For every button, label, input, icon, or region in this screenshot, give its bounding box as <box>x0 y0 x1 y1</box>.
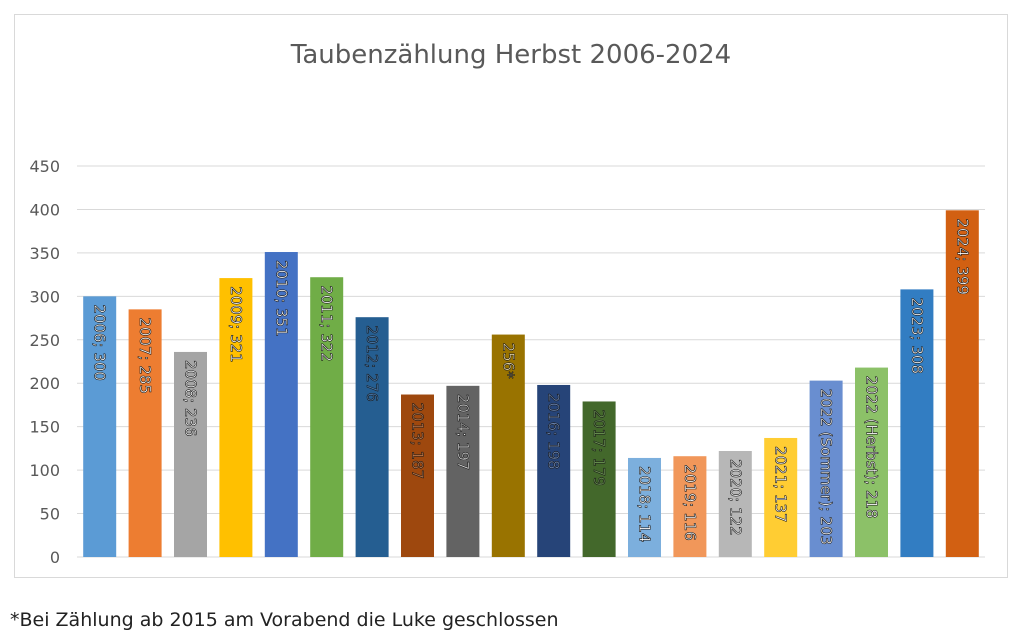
bar <box>582 401 616 557</box>
bar-data-label: 256* <box>499 343 517 380</box>
y-tick-label: 300 <box>29 287 60 306</box>
chart-title: Taubenzählung Herbst 2006-2024 <box>290 40 731 70</box>
bar-data-label: 2020; 122 <box>726 459 744 536</box>
bar <box>174 351 207 557</box>
bar-data-label: 2022 (Herbst); 218 <box>863 376 881 519</box>
bar <box>945 210 979 557</box>
y-tick-label: 0 <box>50 548 60 567</box>
bar <box>855 367 888 557</box>
bar <box>900 289 934 557</box>
bar-data-label: 2012; 276 <box>363 325 381 402</box>
y-tick-label: 200 <box>29 374 60 393</box>
footnote: *Bei Zählung ab 2015 am Vorabend die Luk… <box>10 609 559 631</box>
y-tick-label: 350 <box>29 244 60 263</box>
bar-data-label: 2022 (Sommer); 203 <box>817 389 835 545</box>
y-tick-label: 400 <box>29 200 60 219</box>
bar-data-label: 2023; 308 <box>908 297 926 374</box>
bar-data-label: 2008; 236 <box>182 360 200 437</box>
bar <box>310 277 344 557</box>
y-tick-label: 150 <box>29 418 60 437</box>
bar <box>264 252 298 557</box>
bar <box>809 380 843 557</box>
bar-chart: Taubenzählung Herbst 2006-2024 0 50 100 150… <box>29 40 985 567</box>
bar <box>401 394 434 557</box>
bar <box>83 296 117 557</box>
y-tick-label: 450 <box>29 157 60 176</box>
bar-data-label: 2011; 322 <box>318 285 336 362</box>
bar <box>355 317 389 557</box>
bar <box>491 334 525 557</box>
bars <box>83 210 979 557</box>
y-tick-label: 50 <box>40 505 60 524</box>
bar <box>128 309 162 557</box>
bar-data-label: 2016; 198 <box>545 393 563 470</box>
bar <box>219 278 253 557</box>
bar-data-label: 2007; 285 <box>136 317 154 394</box>
bar <box>537 384 571 557</box>
bar <box>446 385 480 557</box>
bar-data-label: 2010; 351 <box>272 260 290 337</box>
y-tick-label: 100 <box>29 461 60 480</box>
bar-data-label: 2021; 137 <box>772 446 790 523</box>
y-axis-ticks: 0 50 100 150 200 250 300 350 400 450 <box>29 157 60 567</box>
bar <box>628 457 661 557</box>
bar-data-label: 2017; 179 <box>590 409 608 486</box>
data-labels: 2006; 300 2007; 285 2008; 236 2009; 321 2010… <box>90 218 971 545</box>
y-tick-label: 250 <box>29 331 60 350</box>
bar-data-label: 2024; 399 <box>953 218 971 295</box>
bar-data-label: 2009; 321 <box>227 286 245 363</box>
bar-data-label: 2019; 116 <box>681 464 699 541</box>
bar-data-label: 2006; 300 <box>91 304 109 381</box>
bar <box>764 437 798 557</box>
bar-data-label: 2013; 187 <box>409 403 427 480</box>
bar-data-label: 2018; 114 <box>636 466 654 543</box>
bar <box>673 456 707 557</box>
bar-data-label: 2014; 197 <box>454 394 472 471</box>
bar <box>718 450 752 557</box>
gridlines <box>77 165 985 558</box>
chart-area: Taubenzählung Herbst 2006-2024 0 50 100 150… <box>14 14 1008 578</box>
